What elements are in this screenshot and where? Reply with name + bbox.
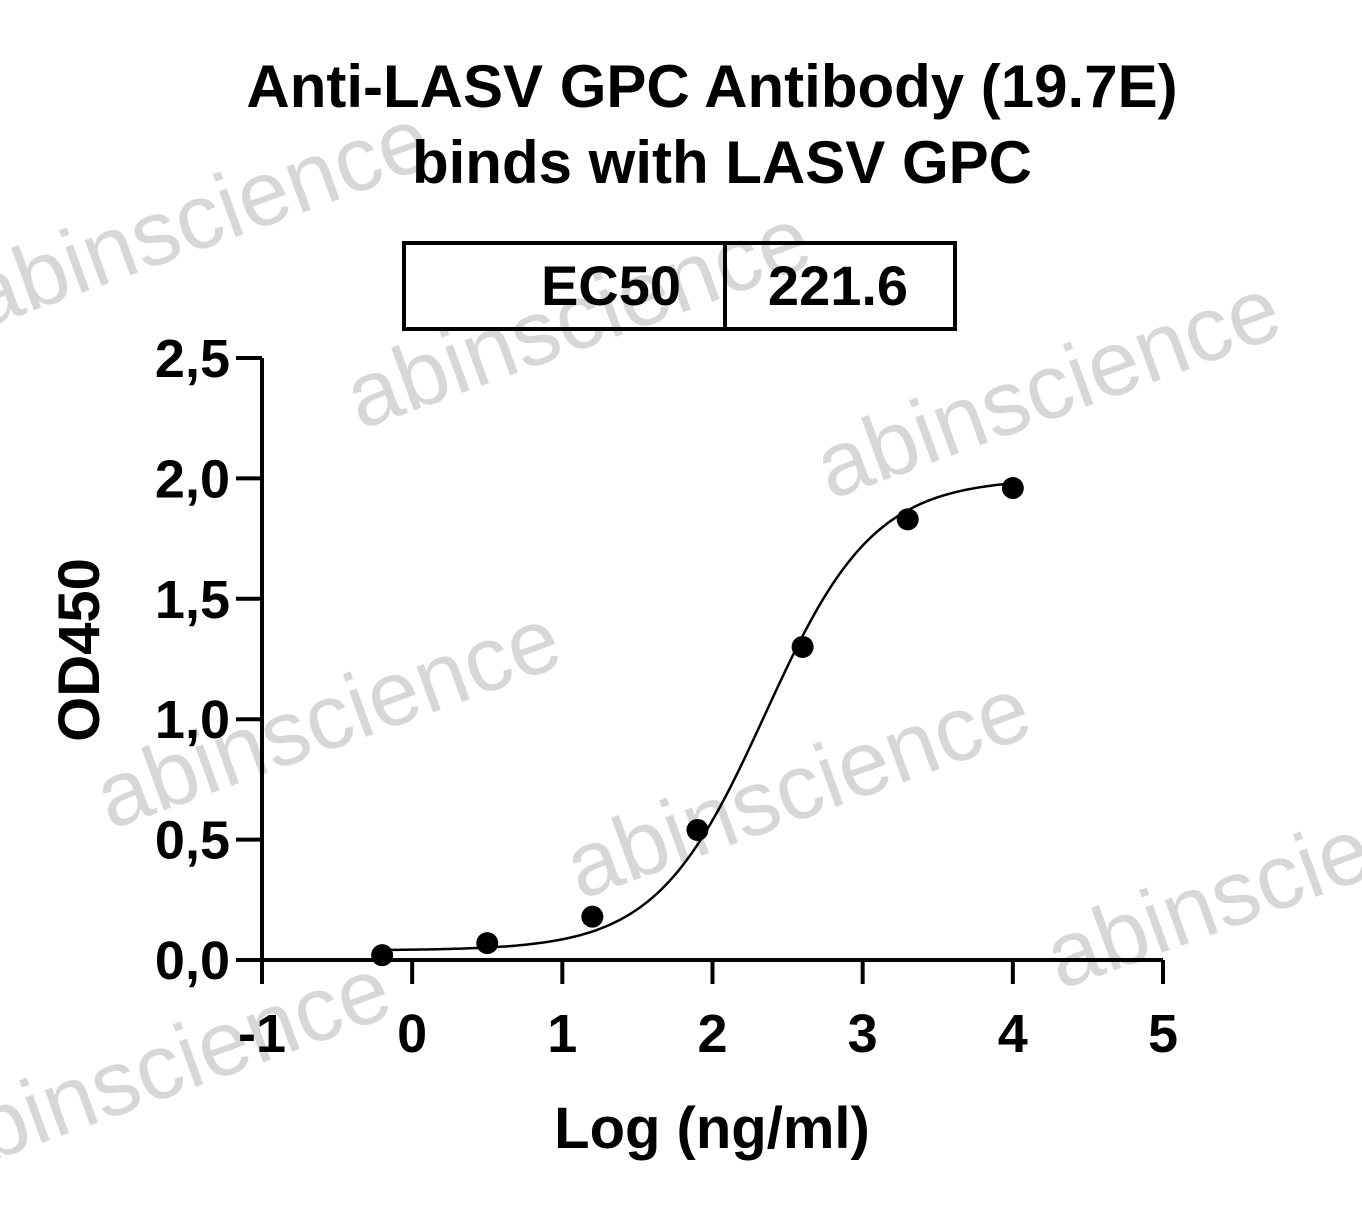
watermark-text: abinscience — [0, 87, 443, 349]
data-points — [371, 477, 1024, 967]
watermark-text: abinscience — [1032, 747, 1362, 1009]
data-point — [371, 944, 394, 967]
y-tick-label: 1,5 — [155, 570, 230, 630]
chart-title-line-2: binds with LASV GPC — [412, 129, 1032, 196]
ec50-table: EC50 221.6 — [402, 241, 957, 331]
y-tick-label: 2,5 — [155, 329, 230, 389]
data-point — [686, 818, 709, 841]
data-point — [791, 635, 814, 658]
ec50-table-border — [402, 241, 957, 331]
data-point — [1001, 477, 1024, 500]
y-tick-label: 2,0 — [155, 449, 230, 509]
y-ticks: 0,0 0,5 1,0 1,5 2,0 2,5 — [155, 329, 262, 991]
x-tick-label: 5 — [1148, 1004, 1178, 1064]
y-tick-label: 1,0 — [155, 690, 230, 750]
x-axis-label: Log (ng/ml) — [554, 1096, 870, 1161]
x-tick-label: 1 — [547, 1004, 577, 1064]
x-ticks: -1 0 1 2 3 4 5 — [238, 960, 1178, 1064]
y-tick-label: 0,5 — [155, 811, 230, 871]
data-point — [896, 508, 919, 531]
y-tick-label: 0,0 — [155, 931, 230, 991]
x-tick-label: 3 — [848, 1004, 878, 1064]
x-tick-label: 4 — [998, 1004, 1028, 1064]
x-tick-label: 2 — [697, 1004, 727, 1064]
watermark-text: abinscience — [552, 657, 1043, 919]
x-tick-label: -1 — [238, 1004, 286, 1064]
ec50-label: EC50 — [541, 254, 681, 317]
data-point — [581, 905, 604, 928]
y-axis-label: OD450 — [47, 558, 112, 742]
data-point — [476, 932, 499, 955]
chart-title-line-1: Anti-LASV GPC Antibody (19.7E) — [246, 53, 1177, 120]
x-tick-label: 0 — [397, 1004, 427, 1064]
ec50-value: 221.6 — [768, 254, 908, 317]
